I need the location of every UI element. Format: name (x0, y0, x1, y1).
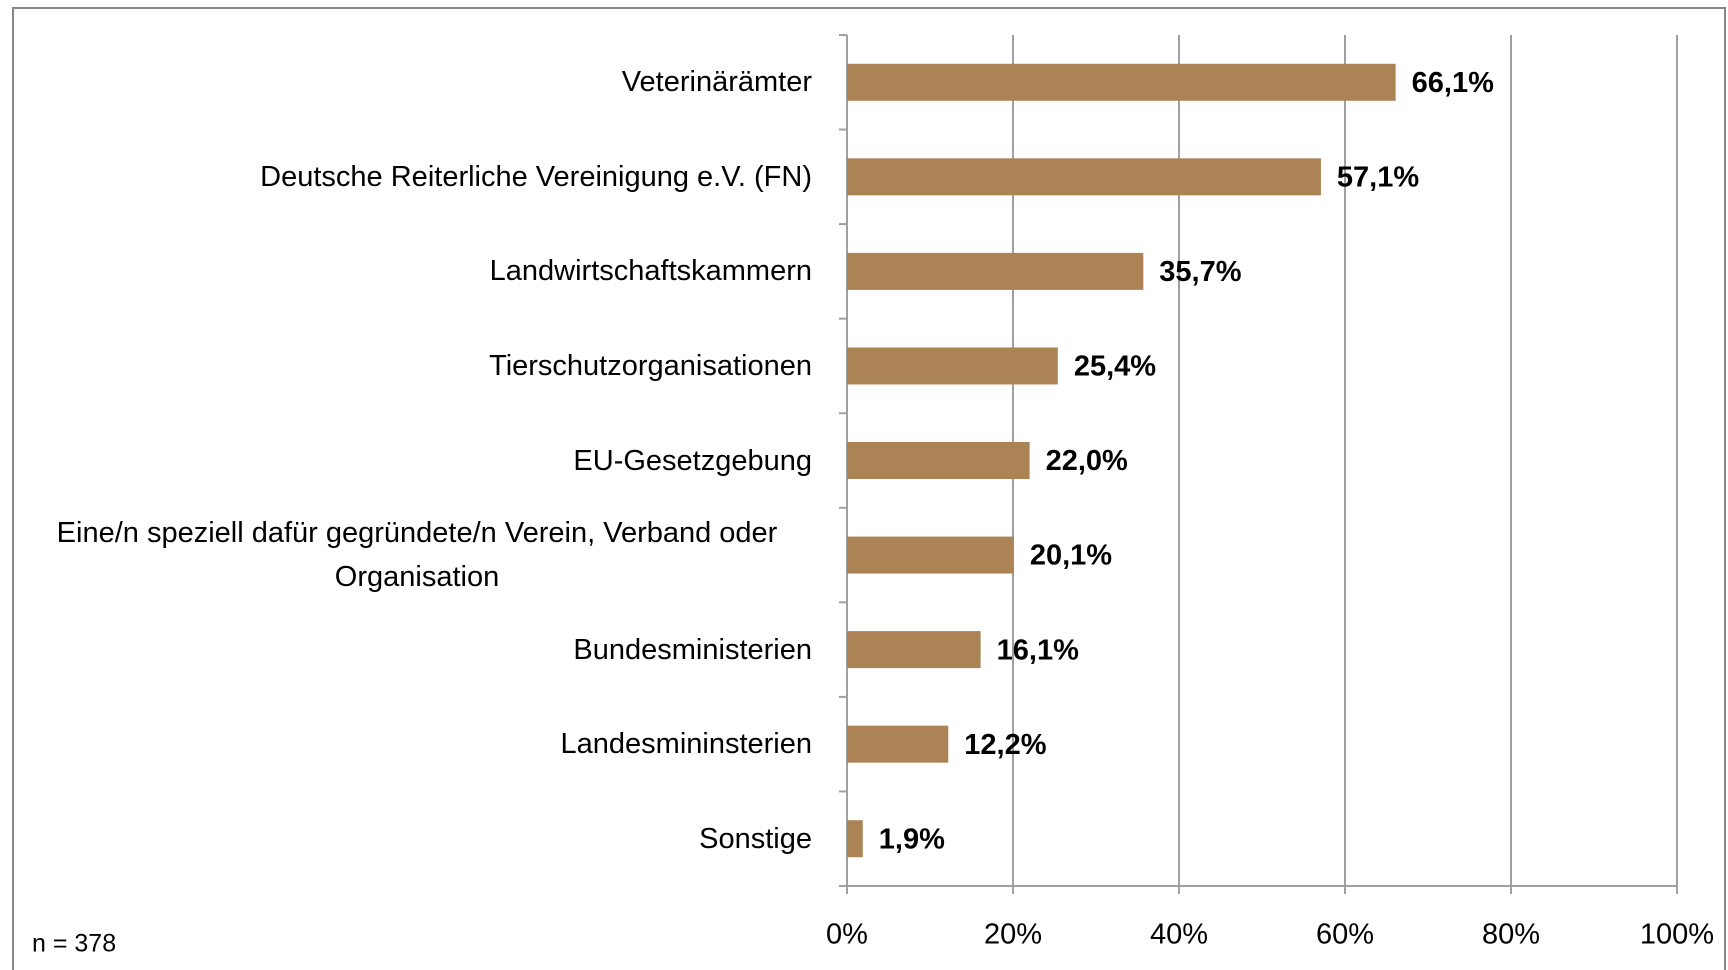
bar (847, 158, 1321, 196)
bar (847, 252, 1144, 290)
value-label: 25,4% (1074, 351, 1156, 383)
x-tick-label: 40% (1150, 919, 1208, 951)
value-label: 12,2% (964, 729, 1046, 761)
value-label: 22,0% (1046, 445, 1128, 477)
category-label: Bundesministerien (573, 633, 812, 666)
category-label: Veterinärämter (621, 66, 812, 99)
category-label: Tierschutzorganisationen (489, 349, 812, 382)
annotation: n = 378 (32, 930, 116, 958)
category-label: Deutsche Reiterliche Vereinigung e.V. (F… (260, 160, 812, 193)
value-label: 35,7% (1159, 256, 1241, 288)
bar (847, 442, 1030, 479)
bar (847, 536, 1014, 574)
value-label: 66,1% (1412, 67, 1494, 99)
bar (847, 63, 1396, 101)
border (12, 7, 1726, 970)
x-tick-label: 0% (826, 919, 868, 951)
bar (847, 725, 949, 763)
category-label: Landwirtschaftskammern (489, 255, 812, 288)
value-label: 1,9% (879, 823, 945, 855)
x-tick-label: 20% (984, 919, 1042, 951)
x-tick-label: 80% (1482, 919, 1540, 951)
value-label: 20,1% (1030, 540, 1112, 572)
x-tick-label: 60% (1316, 919, 1374, 951)
bar (847, 820, 863, 858)
x-tick-label: 100% (1640, 919, 1714, 951)
bar (847, 631, 981, 669)
category-label: Sonstige (699, 822, 812, 855)
category-label: EU-Gesetzgebung (573, 444, 812, 477)
value-label: 16,1% (997, 634, 1079, 666)
bar (847, 347, 1058, 385)
category-label: Eine/n speziell dafür gegründete/n Verei… (56, 517, 778, 594)
category-label: Landesmininsterien (560, 728, 812, 761)
value-label: 57,1% (1337, 161, 1419, 193)
